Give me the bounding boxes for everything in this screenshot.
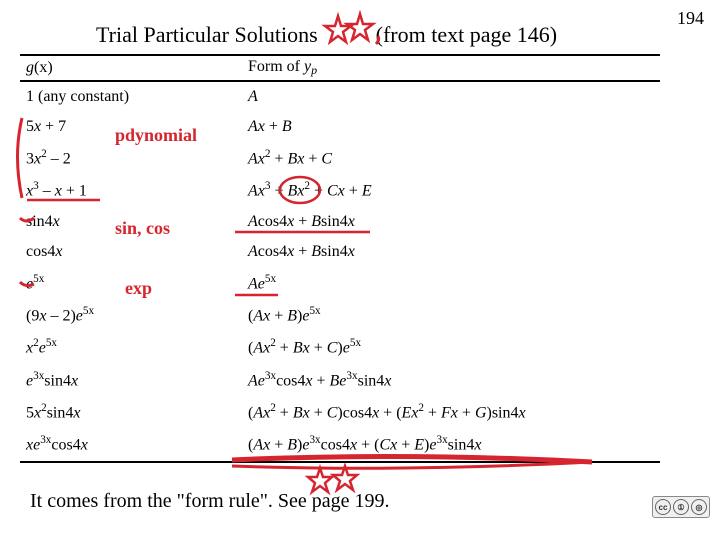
table-row: x2e5x(Ax2 + Bx + C)e5x (20, 331, 660, 363)
page-number: 194 (677, 8, 704, 29)
cell-gx: x2e5x (20, 331, 242, 363)
table-row: (9x – 2)e5x(Ax + B)e5x (20, 299, 660, 331)
table-row: xe3xcos4x(Ax + B)e3xcos4x + (Cx + E)e3xs… (20, 428, 660, 461)
footer-text: It comes from the "form rule". See page … (30, 490, 390, 513)
cell-yp: Acos4x + Bsin4x (242, 237, 660, 267)
table-row: cos4xAcos4x + Bsin4x (20, 237, 660, 267)
table-row: 3x2 – 2Ax2 + Bx + C (20, 142, 660, 174)
heading-right: (from text page 146) (376, 22, 557, 47)
cell-gx: 1 (any constant) (20, 81, 242, 112)
cell-yp: Ae3xcos4x + Be3xsin4x (242, 364, 660, 396)
page-title: Trial Particular Solutions (from text pag… (96, 22, 557, 48)
table-row: e5xAe5x (20, 267, 660, 299)
table-row: 5x2sin4x(Ax2 + Bx + C)cos4x + (Ex2 + Fx … (20, 396, 660, 428)
cc-badge-icon: cc①◎ (652, 496, 710, 518)
cell-yp: Ax2 + Bx + C (242, 142, 660, 174)
solutions-table: g(x) Form of yp 1 (any constant)A5x + 7A… (20, 54, 660, 463)
cell-yp: (Ax2 + Bx + C)e5x (242, 331, 660, 363)
cell-yp: (Ax2 + Bx + C)cos4x + (Ex2 + Fx + G)sin4… (242, 396, 660, 428)
cell-gx: 5x2sin4x (20, 396, 242, 428)
cell-yp: A (242, 81, 660, 112)
header-yp: Form of yp (242, 55, 660, 81)
cell-gx: e3xsin4x (20, 364, 242, 396)
cell-gx: (9x – 2)e5x (20, 299, 242, 331)
cell-yp: Acos4x + Bsin4x (242, 207, 660, 237)
cell-gx: x3 – x + 1 (20, 174, 242, 206)
cell-gx: xe3xcos4x (20, 428, 242, 461)
table-header-row: g(x) Form of yp (20, 55, 660, 81)
cell-yp: Ax + B (242, 112, 660, 142)
table-row: e3xsin4xAe3xcos4x + Be3xsin4x (20, 364, 660, 396)
cell-yp: Ae5x (242, 267, 660, 299)
cell-yp: (Ax + B)e5x (242, 299, 660, 331)
annot-exp: exp (125, 278, 152, 299)
cell-yp: (Ax + B)e3xcos4x + (Cx + E)e3xsin4x (242, 428, 660, 461)
table-row: x3 – x + 1Ax3 + Bx2 + Cx + E (20, 174, 660, 206)
heading-left: Trial Particular Solutions (96, 22, 318, 47)
annot-polynomial: pdynomial (115, 125, 197, 146)
annot-sincos: sin, cos (115, 218, 170, 239)
cell-gx: 3x2 – 2 (20, 142, 242, 174)
table-row: 1 (any constant)A (20, 81, 660, 112)
header-gx: g(x) (20, 55, 242, 81)
cell-yp: Ax3 + Bx2 + Cx + E (242, 174, 660, 206)
cell-gx: cos4x (20, 237, 242, 267)
